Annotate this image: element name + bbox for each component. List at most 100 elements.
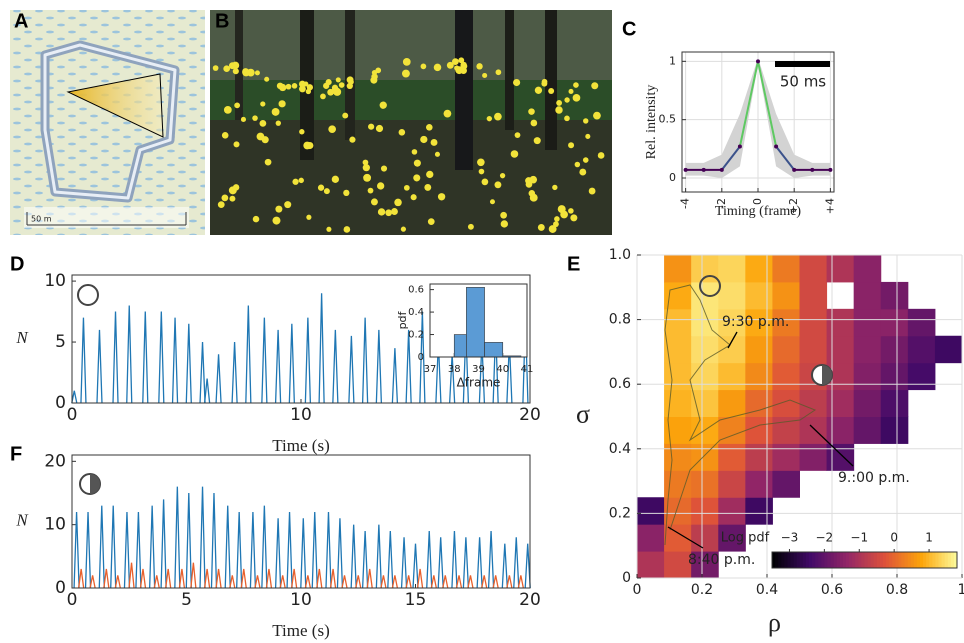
- spike: [71, 390, 78, 404]
- firefly: [495, 69, 502, 76]
- heat-cell: [880, 335, 909, 364]
- spike: [245, 305, 252, 404]
- x-tick-label: +4: [823, 198, 836, 214]
- y-tick-label: 5: [55, 332, 66, 352]
- annotation: 8:40 p.m.: [688, 552, 755, 568]
- firefly: [326, 226, 332, 232]
- firefly: [482, 72, 488, 79]
- firefly: [279, 83, 287, 92]
- heat-cell: [853, 416, 882, 444]
- heat-cell: [691, 497, 719, 525]
- spike: [261, 505, 268, 589]
- charts: [77, 284, 101, 495]
- colorbar-step: [827, 552, 832, 568]
- firefly: [271, 107, 280, 116]
- spike: [462, 537, 470, 589]
- y-tick-label: 0.4: [609, 441, 631, 457]
- colorbar-step: [910, 552, 915, 568]
- firefly: [403, 184, 410, 191]
- spike: [400, 537, 408, 589]
- spike: [329, 568, 337, 589]
- spike: [300, 518, 307, 589]
- firefly: [588, 187, 596, 195]
- firefly: [223, 106, 232, 114]
- icon: [77, 284, 99, 306]
- colorbar-step: [812, 552, 816, 568]
- firefly: [260, 101, 266, 107]
- spike: [341, 575, 348, 589]
- x-tick-label: 5: [181, 590, 192, 610]
- colorbar-step: [886, 552, 890, 568]
- panel-label: C: [622, 18, 636, 40]
- heat-cell: [880, 389, 909, 417]
- firefly: [328, 125, 336, 134]
- y-tick-label: 0: [55, 578, 66, 598]
- colorbar-step: [846, 552, 850, 568]
- y-tick-label: 0.2: [609, 505, 631, 521]
- firefly: [486, 115, 493, 122]
- firefly: [499, 173, 506, 179]
- spike: [80, 317, 87, 404]
- colorbar-label: Log pdf: [721, 531, 770, 546]
- firefly: [252, 215, 260, 223]
- colorbar-step: [836, 552, 841, 568]
- firefly: [556, 100, 563, 106]
- firefly: [476, 63, 483, 70]
- spike: [265, 568, 273, 589]
- firefly: [370, 198, 378, 206]
- panel-label: F: [10, 443, 22, 465]
- spike: [524, 543, 531, 589]
- firefly: [446, 61, 454, 69]
- firefly: [533, 137, 541, 145]
- spike: [174, 486, 181, 589]
- colorbar-step: [876, 552, 881, 568]
- firefly: [579, 168, 587, 176]
- firefly: [494, 112, 502, 121]
- firefly: [212, 65, 219, 71]
- firefly: [234, 102, 241, 109]
- firefly: [572, 93, 581, 102]
- y-tick-label: 0.2: [408, 330, 424, 341]
- heat-cell: [691, 551, 719, 579]
- firefly: [434, 151, 440, 157]
- firefly: [537, 223, 545, 231]
- spike: [405, 575, 412, 589]
- heat-cell: [934, 335, 963, 364]
- firefly: [467, 223, 474, 230]
- spike: [476, 537, 483, 589]
- panel-label: E: [567, 253, 580, 275]
- heat-cell: [691, 389, 719, 417]
- heat-cell: [745, 255, 773, 283]
- spike: [290, 568, 298, 589]
- colorbar-step: [923, 552, 927, 568]
- spike: [261, 317, 268, 404]
- firefly: [343, 189, 350, 197]
- firefly: [528, 108, 535, 115]
- colorbar-step: [944, 552, 949, 568]
- firefly: [284, 201, 292, 209]
- spike: [430, 575, 437, 589]
- spike: [391, 575, 399, 589]
- bar: [466, 287, 485, 358]
- colorbar-step: [873, 552, 878, 568]
- heat-cell: [637, 524, 665, 552]
- firefly: [500, 211, 507, 219]
- heat-cell: [799, 416, 828, 444]
- icon: [822, 365, 832, 385]
- spike: [442, 575, 449, 589]
- colorbar-step: [953, 552, 958, 568]
- firefly: [529, 193, 538, 202]
- spike: [215, 568, 222, 589]
- spike: [153, 575, 160, 589]
- firefly: [306, 214, 312, 220]
- annotation: 9:30 p.m.: [722, 314, 789, 330]
- colorbar-step: [929, 552, 933, 568]
- firefly: [331, 175, 339, 183]
- firefly: [229, 195, 236, 202]
- colorbar-step: [883, 552, 887, 568]
- colorbar-step: [842, 552, 847, 568]
- spike: [210, 492, 218, 589]
- firefly: [231, 61, 240, 70]
- heat-cell: [907, 335, 936, 364]
- colorbar-step: [787, 552, 791, 568]
